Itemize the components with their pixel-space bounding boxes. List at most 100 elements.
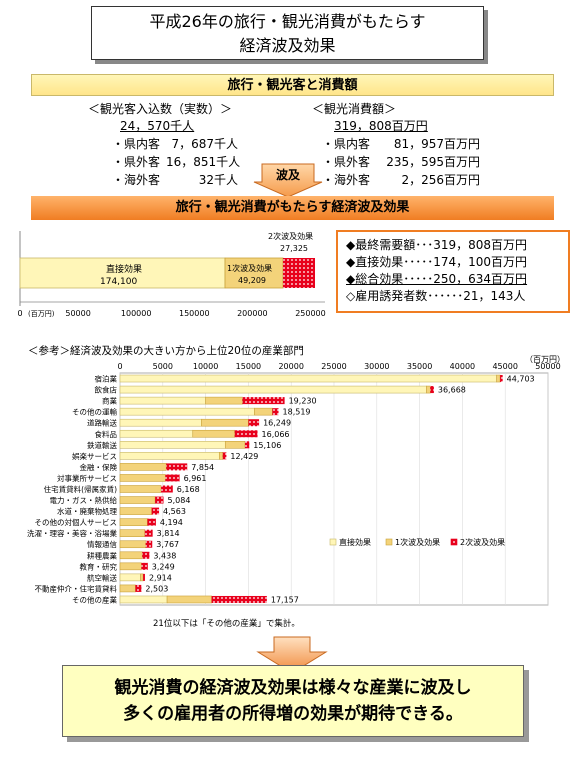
chart-category-label: 教育・研究: [80, 561, 118, 571]
note-employment: ◇雇用誘発者数･･････21，143人: [346, 289, 526, 303]
chart-category-label: 鉄道輸送: [87, 440, 117, 450]
chart-data-label: 6,168: [177, 485, 200, 494]
chart-bar-segment: [222, 452, 227, 460]
chart-bar-segment: [426, 385, 431, 394]
conclusion-box: 観光消費の経済波及効果は様々な産業に波及し 多くの雇用者の所得増の効果が期待でき…: [62, 665, 524, 737]
summary-bar-indirect1: [224, 257, 284, 289]
chart-bar-segment: [119, 518, 148, 526]
visitors-row-value: 7，687千人: [171, 137, 238, 151]
title-line1: 平成26年の旅行・観光消費がもたらす: [149, 12, 426, 31]
chart-data-label: 3,438: [153, 551, 176, 560]
chart-bar-segment: [119, 418, 202, 427]
chart-footnote: 21位以下は「その他の産業」で集計。: [153, 618, 300, 629]
visitors-total: 24，570千人: [120, 119, 195, 133]
chart-bar-segment: [119, 507, 152, 515]
chart-data-label: 16,249: [263, 419, 291, 428]
chart-bar-segment: [119, 584, 136, 593]
chart-bar-segment: [119, 374, 497, 383]
chart-bar-segment: [119, 595, 168, 604]
chart-bar-segment: [248, 419, 260, 427]
chart-category-label: 水道・廃棄物処理: [57, 506, 117, 516]
chart-category-label: 不動産仲介・住宅賃貸料: [35, 583, 118, 593]
industry-chart-plot: 0 5000 10000 15000 20000 25000 30000 35000 40000…: [27, 362, 561, 606]
chart-bar-segment: [254, 407, 273, 416]
summary-tick-label: 0: [17, 309, 22, 318]
chart-category-label: その他の運輸: [72, 407, 117, 417]
chart-data-label: 15,106: [253, 441, 281, 450]
chart-tick-label: 5000: [153, 362, 173, 371]
chart-bar-segment: [218, 452, 224, 460]
conclusion-line2: 多くの雇用者の所得増の効果が期待できる。: [123, 704, 463, 724]
chart-bar-segment: [165, 474, 180, 482]
spending-total: 319，808百万円: [334, 119, 428, 133]
chart-data-label: 2,503: [145, 584, 168, 593]
chart-data-label: 18,519: [283, 408, 311, 417]
legend-swatch: [385, 538, 393, 546]
chart-bar-segment: [155, 496, 164, 504]
chart-bar-segment: [500, 375, 503, 383]
summary-indirect1-label: 1次波及効果: [227, 263, 272, 273]
visitors-row-value: 32千人: [198, 173, 238, 187]
spending-row-value: 235，595百万円: [386, 155, 480, 169]
chart-tick-label: 50000: [535, 362, 560, 371]
chart-data-label: 5,084: [168, 496, 191, 505]
chart-tick-label: 30000: [364, 362, 389, 371]
chart-bar-segment: [141, 562, 148, 570]
chart-bar-segment: [119, 540, 146, 549]
chart-bar-segment: [119, 551, 143, 560]
chart-category-label: 電力・ガス・熱供給: [50, 495, 118, 505]
summary-tick-label: 250000: [295, 309, 326, 318]
note-direct-effect: ◆直接効果･････174，100百万円: [346, 255, 528, 269]
chart-bar-segment: [211, 595, 267, 603]
chart-bar-segment: [119, 529, 146, 537]
visitors-row-value: 16，851千人: [166, 155, 241, 169]
chart-category-label: 道路輸送: [87, 418, 117, 428]
chart-data-label: 4,194: [160, 518, 183, 527]
chart-bar-segment: [135, 584, 142, 592]
chart-bar-segment: [496, 374, 501, 383]
chart-bar-segment: [119, 485, 162, 493]
summary-indirect1-value: 49,209: [238, 276, 266, 285]
spending-heading: ＜観光消費額＞: [312, 102, 397, 116]
chart-data-label: 36,668: [438, 386, 466, 395]
chart-bar-segment: [224, 441, 246, 449]
chart-bar-segment: [119, 385, 427, 394]
chart-data-label: 3,767: [156, 540, 179, 549]
chart-category-label: 洗濯・理容・美容・浴場業: [27, 528, 117, 538]
legend-swatch: [450, 538, 458, 546]
summary-tick-label: 200000: [237, 309, 268, 318]
chart-tick-label: 15000: [236, 362, 261, 371]
legend-label: 2次波及効果: [460, 537, 505, 547]
wave-arrow: 波及: [253, 163, 323, 198]
summary-direct-label: 直接効果: [106, 263, 142, 275]
chart-bar-segment: [119, 452, 220, 460]
chart-bar-segment: [145, 540, 153, 548]
chart-title: ＜参考＞経済波及効果の大きい方から上位20位の産業部門: [28, 344, 304, 357]
chart-tick-label: 25000: [321, 362, 346, 371]
chart-category-label: 対事業所サービス: [57, 473, 117, 483]
summary-tick-label: 100000: [121, 309, 152, 318]
chart-bar-segment: [151, 507, 160, 515]
chart-unit: （百万円）: [525, 355, 565, 364]
chart-category-label: 住宅賃貸料(帰属家賃): [44, 484, 117, 494]
section-visitors-spending: 旅行・観光客と消費額: [31, 74, 554, 96]
title-box: 平成26年の旅行・観光消費がもたらす 経済波及効果: [91, 6, 484, 60]
chart-data-label: 4,563: [163, 507, 186, 516]
chart-category-label: 耕種農業: [87, 550, 117, 560]
spending-row-label: ・県内客: [322, 137, 371, 151]
chart-bar-segment: [119, 496, 156, 504]
chart-tick-label: 45000: [492, 362, 517, 371]
chart-bar-segment: [119, 463, 167, 471]
spending-row-label: ・県外客: [322, 155, 371, 169]
chart-bar-segment: [140, 573, 144, 582]
chart-bar-segment: [144, 529, 153, 537]
visitors-row-label: ・県外客: [112, 155, 161, 169]
summary-axis-ticks: 0 50000 100000 150000 200000 250000 (百万円): [17, 309, 325, 318]
note-total-effect: ◆総合効果･････250，634百万円: [346, 272, 528, 286]
chart-bar-segment: [119, 429, 194, 438]
chart-bar-segment: [142, 551, 150, 559]
chart-tick-label: 35000: [407, 362, 432, 371]
chart-bar-segment: [119, 396, 206, 405]
chart-category-label: その他の産業: [72, 594, 117, 604]
chart-bar-segment: [242, 397, 285, 405]
